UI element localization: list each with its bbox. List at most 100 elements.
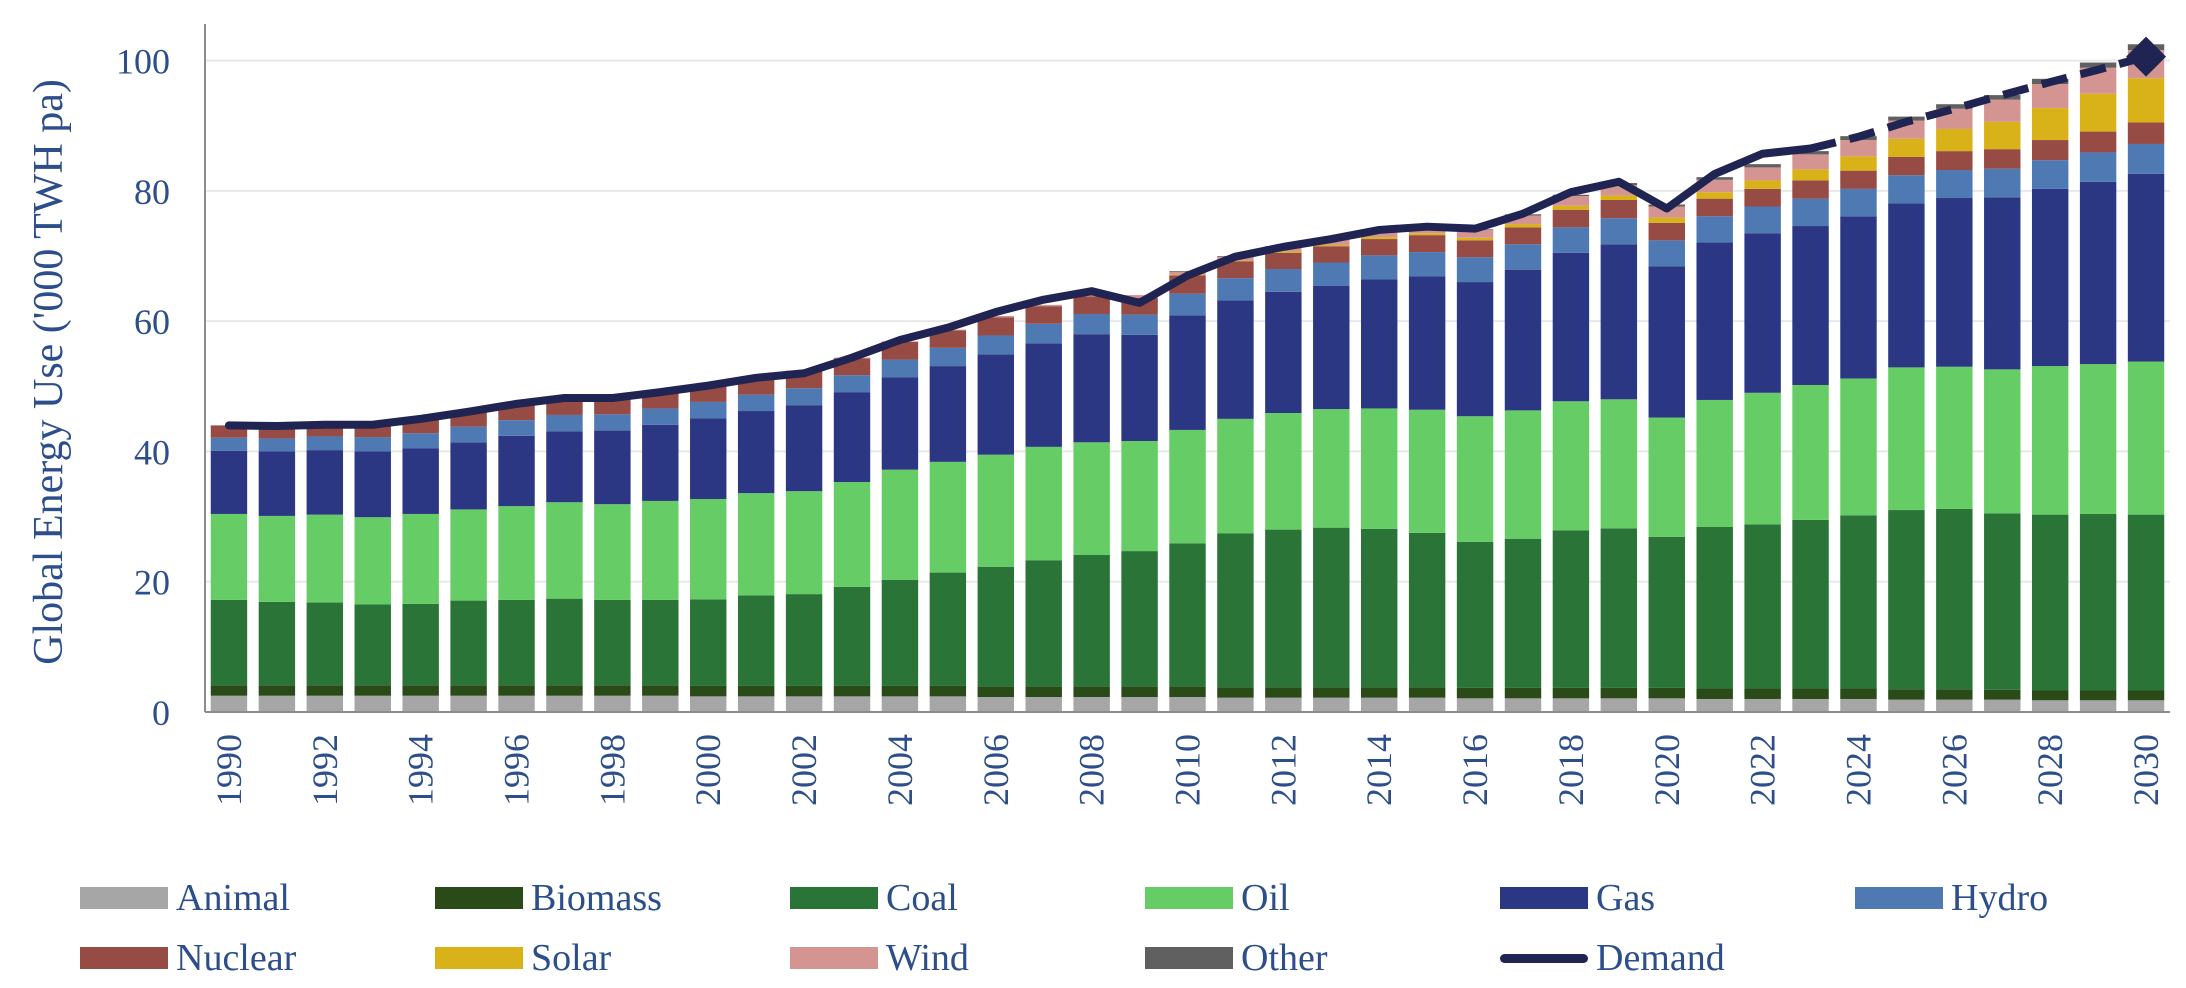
bar-segment-coal bbox=[1456, 541, 1494, 688]
bar-segment-animal bbox=[2127, 700, 2165, 712]
x-tick-label: 1994 bbox=[401, 734, 441, 806]
bar-segment-coal bbox=[737, 595, 775, 686]
bar-segment-gas bbox=[1121, 334, 1158, 442]
legend-color-swatch bbox=[1145, 947, 1233, 969]
bar-segment-biomass bbox=[594, 685, 631, 696]
bar-segment-nuclear bbox=[1552, 209, 1590, 228]
bar-stack-2028 bbox=[2031, 78, 2069, 712]
bar-segment-biomass bbox=[1169, 686, 1206, 698]
bar-segment-oil bbox=[881, 469, 919, 580]
bar-segment-wind bbox=[1360, 231, 1398, 238]
bar-stack-2016 bbox=[1456, 229, 1494, 712]
bar-segment-biomass bbox=[1504, 687, 1542, 699]
legend-label: Wind bbox=[886, 937, 969, 979]
bar-stack-1998 bbox=[594, 399, 631, 712]
bar-segment-biomass bbox=[737, 685, 775, 697]
legend-item-biomass: Biomass bbox=[435, 868, 662, 928]
x-tick-label: 2004 bbox=[880, 734, 920, 806]
bar-stack-2021 bbox=[1696, 177, 1733, 712]
bar-segment-oil bbox=[1073, 442, 1110, 556]
bar-segment-gas bbox=[1073, 334, 1110, 443]
bar-segment-hydro bbox=[1265, 269, 1302, 292]
legend-item-nuclear: Nuclear bbox=[80, 928, 296, 988]
legend-label: Demand bbox=[1596, 937, 1725, 979]
bar-segment-oil bbox=[1265, 412, 1302, 530]
bar-segment-hydro bbox=[1984, 168, 2021, 198]
bar-segment-biomass bbox=[1456, 687, 1494, 699]
bar-segment-animal bbox=[1456, 698, 1494, 712]
x-tick-label: 2026 bbox=[1934, 734, 1974, 806]
bar-segment-hydro bbox=[1600, 218, 1638, 245]
bar-segment-oil bbox=[210, 513, 248, 600]
bar-segment-coal bbox=[1360, 528, 1398, 688]
bar-segment-hydro bbox=[1073, 313, 1110, 335]
bar-segment-oil bbox=[2031, 366, 2069, 515]
bar-segment-nuclear bbox=[1313, 246, 1350, 263]
bar-segment-animal bbox=[258, 695, 296, 712]
bar-segment-gas bbox=[1313, 285, 1350, 410]
bar-segment-hydro bbox=[1744, 206, 1781, 234]
bar-segment-biomass bbox=[1936, 689, 1973, 700]
legend-color-swatch bbox=[435, 947, 523, 969]
bar-segment-hydro bbox=[402, 433, 439, 449]
bar-segment-animal bbox=[785, 696, 823, 712]
bar-segment-gas bbox=[1025, 343, 1062, 447]
bar-segment-animal bbox=[1840, 698, 1877, 712]
bar-segment-coal bbox=[258, 601, 296, 686]
bar-segment-animal bbox=[402, 695, 439, 712]
bar-segment-coal bbox=[546, 598, 583, 686]
bar-segment-nuclear bbox=[2127, 122, 2165, 144]
bar-segment-biomass bbox=[2127, 690, 2165, 701]
bar-segment-animal bbox=[450, 695, 487, 712]
bar-segment-biomass bbox=[210, 685, 248, 696]
legend-color-swatch bbox=[435, 887, 523, 909]
x-tick-label: 2014 bbox=[1359, 734, 1399, 806]
bar-segment-biomass bbox=[1265, 687, 1302, 698]
bar-segment-oil bbox=[1744, 392, 1781, 525]
legend-label: Hydro bbox=[1951, 877, 2049, 919]
bar-segment-oil bbox=[1840, 378, 1877, 516]
bar-segment-biomass bbox=[929, 685, 967, 697]
legend-color-swatch bbox=[1145, 887, 1233, 909]
bar-segment-oil bbox=[1648, 417, 1685, 537]
x-tick-label: 2020 bbox=[1647, 734, 1687, 806]
bar-segment-hydro bbox=[1840, 188, 1877, 217]
bar-segment-gas bbox=[258, 451, 296, 516]
demand-line-forecast bbox=[1809, 52, 2148, 153]
bar-segment-gas bbox=[402, 448, 439, 514]
bar-stack-2003 bbox=[833, 357, 871, 712]
demand-line-actual bbox=[224, 144, 1815, 431]
bar-segment-biomass bbox=[977, 686, 1015, 698]
bar-segment-hydro bbox=[737, 394, 775, 412]
bar-segment-wind bbox=[1552, 196, 1590, 206]
bar-segment-hydro bbox=[498, 420, 535, 436]
bar-segment-hydro bbox=[1936, 170, 1973, 199]
bar-segment-nuclear bbox=[1696, 198, 1733, 217]
bar-segment-gas bbox=[1360, 279, 1398, 409]
bar-segment-gas bbox=[306, 450, 344, 515]
legend-label: Other bbox=[1241, 937, 1328, 979]
bar-segment-animal bbox=[1696, 698, 1733, 712]
legend-label: Solar bbox=[531, 937, 612, 979]
bar-segment-gas bbox=[1984, 197, 2021, 370]
bar-stack-2027 bbox=[1984, 95, 2021, 712]
bar-segment-biomass bbox=[1121, 686, 1158, 698]
bar-segment-solar bbox=[1984, 121, 2021, 150]
bar-segment-gas bbox=[1936, 198, 1973, 367]
bar-segment-wind bbox=[2031, 84, 2069, 109]
bar-segment-gas bbox=[498, 435, 535, 507]
bar-segment-animal bbox=[2031, 700, 2069, 712]
bar-segment-oil bbox=[1217, 418, 1254, 534]
bar-segment-solar bbox=[1360, 237, 1398, 240]
bar-segment-nuclear bbox=[1217, 261, 1254, 279]
bar-stack-2010 bbox=[1169, 270, 1206, 712]
bar-stack-2025 bbox=[1888, 116, 1925, 712]
bar-segment-hydro bbox=[1456, 257, 1494, 283]
bar-segment-coal bbox=[1313, 527, 1350, 688]
bar-segment-other bbox=[1744, 164, 1781, 168]
bar-segment-gas bbox=[1888, 203, 1925, 368]
y-tick-label: 0 bbox=[152, 693, 170, 733]
bar-segment-biomass bbox=[881, 685, 919, 697]
bar-segment-animal bbox=[881, 696, 919, 712]
bar-segment-animal bbox=[354, 695, 391, 712]
